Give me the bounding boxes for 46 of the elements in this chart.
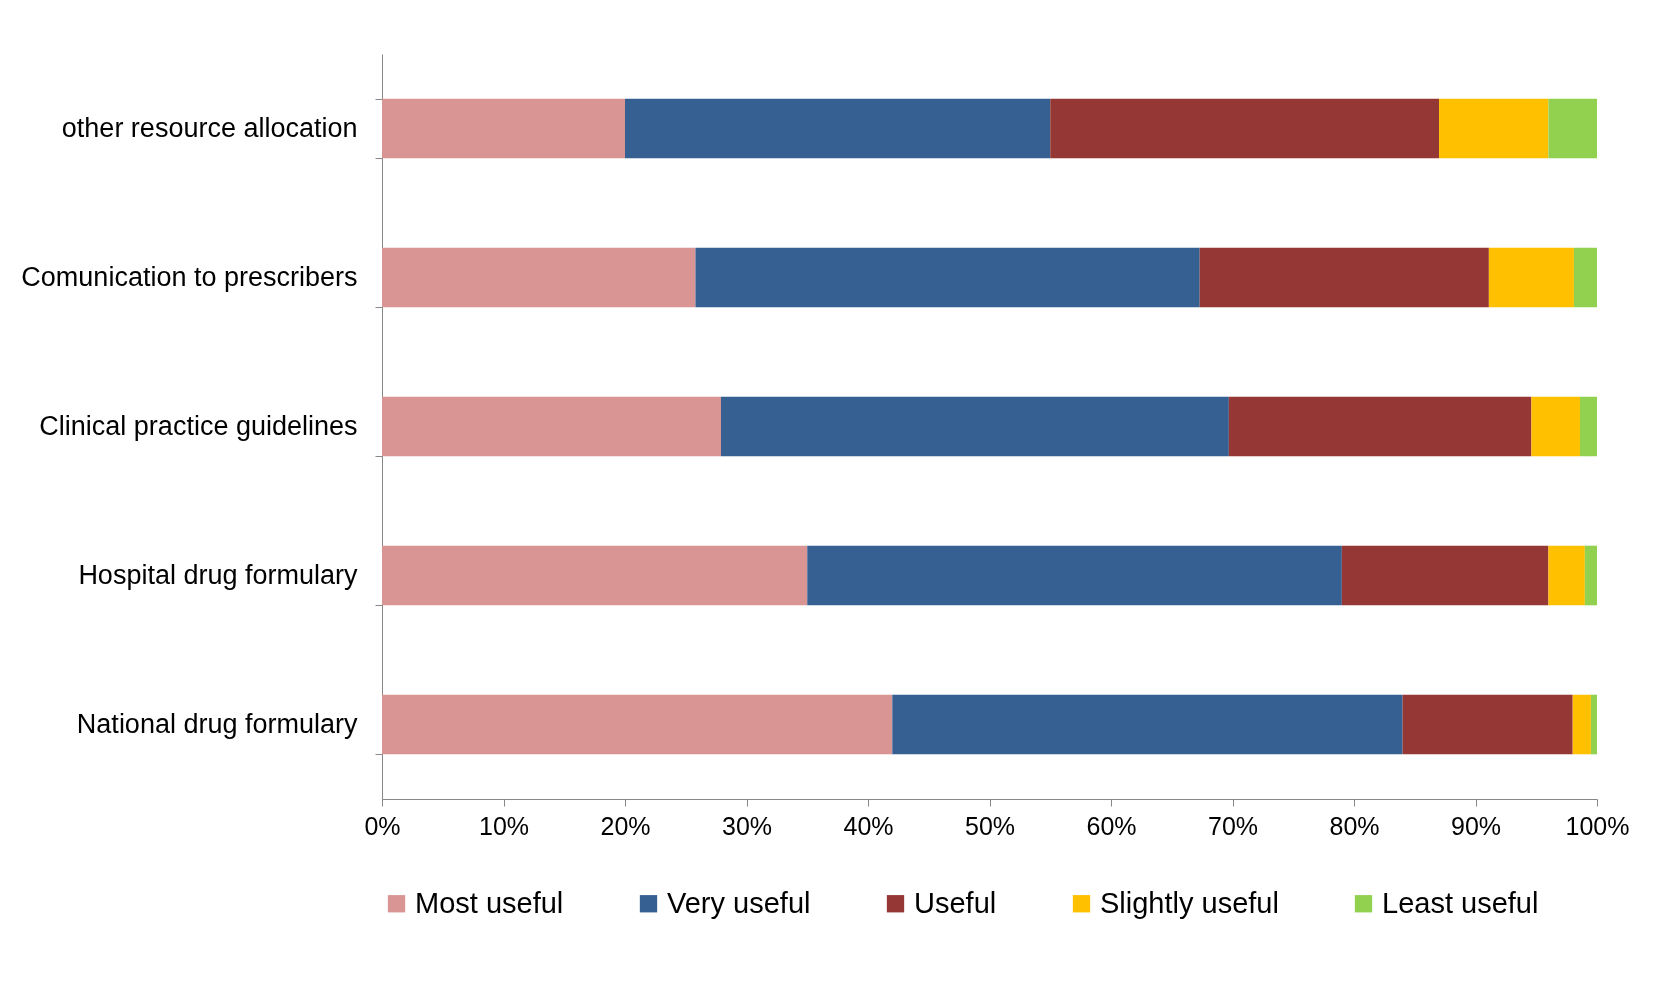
x-tick-label: 90% bbox=[1450, 811, 1502, 840]
y-tick-label: Comunication to prescribers bbox=[21, 262, 358, 292]
bar bbox=[1488, 247, 1574, 308]
bar bbox=[1228, 396, 1532, 457]
legend-label: Very useful bbox=[667, 886, 811, 919]
bar bbox=[1341, 545, 1549, 606]
bar bbox=[695, 247, 1200, 308]
bar bbox=[807, 545, 1342, 606]
bar bbox=[1584, 545, 1597, 606]
x-tick-label: 60% bbox=[1086, 811, 1137, 840]
x-tick-label: 80% bbox=[1329, 811, 1380, 840]
bar bbox=[1548, 545, 1585, 606]
bar bbox=[1050, 98, 1440, 159]
x-tick-label: 50% bbox=[964, 811, 1016, 840]
bar bbox=[1590, 694, 1597, 755]
bar bbox=[1573, 247, 1597, 308]
x-tick-label: 10% bbox=[478, 811, 530, 840]
legend-label: Slightly useful bbox=[1100, 886, 1279, 919]
x-tick-label: 20% bbox=[600, 811, 651, 840]
bar bbox=[1572, 694, 1591, 755]
legend-label: Useful bbox=[914, 886, 997, 919]
y-tick-label: National drug formulary bbox=[76, 709, 358, 739]
bar bbox=[1579, 396, 1597, 457]
y-tick-label: other resource allocation bbox=[61, 113, 358, 143]
bar bbox=[382, 98, 625, 159]
bar bbox=[382, 247, 696, 308]
bar bbox=[382, 396, 721, 457]
bar bbox=[1199, 247, 1489, 308]
bar bbox=[720, 396, 1229, 457]
x-tick-label: 40% bbox=[843, 811, 894, 840]
x-tick-label: 100% bbox=[1565, 811, 1630, 840]
bar bbox=[1531, 396, 1580, 457]
bar bbox=[892, 694, 1403, 755]
x-tick-label: 30% bbox=[721, 811, 773, 840]
bar bbox=[382, 694, 893, 755]
y-tick-label: Clinical practice guidelines bbox=[39, 411, 358, 441]
bar bbox=[625, 98, 1051, 159]
legend-label: Least useful bbox=[1382, 886, 1539, 919]
x-tick-label: 0% bbox=[364, 811, 401, 840]
legend-label: Most useful bbox=[415, 886, 564, 919]
bar bbox=[1402, 694, 1573, 755]
x-tick-label: 70% bbox=[1207, 811, 1259, 840]
y-tick-label: Hospital drug formulary bbox=[78, 560, 358, 590]
bar bbox=[1439, 98, 1549, 159]
bar bbox=[382, 545, 808, 606]
bar bbox=[1548, 98, 1597, 159]
